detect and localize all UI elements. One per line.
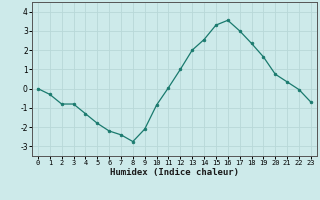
X-axis label: Humidex (Indice chaleur): Humidex (Indice chaleur) (110, 168, 239, 177)
